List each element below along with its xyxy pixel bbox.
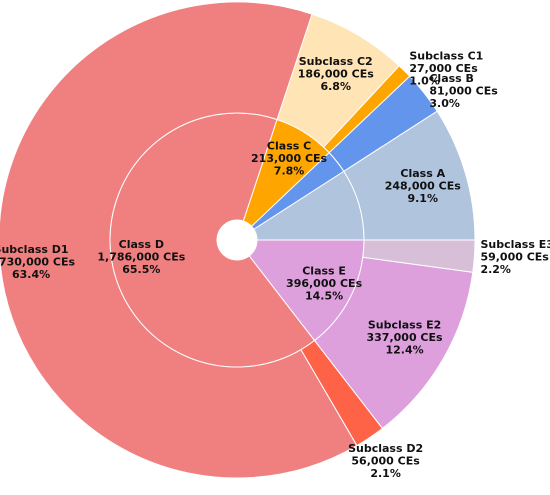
outer-slice-subclass-e3 bbox=[362, 239, 476, 273]
inner-label-class-e: Class E 396,000 CEs 14.5% bbox=[286, 264, 363, 302]
outer-label-subclass-c2: Subclass C2 186,000 CEs 6.8% bbox=[298, 55, 375, 93]
outer-label-subclass-d2: Subclass D2 56,000 CEs 2.1% bbox=[348, 442, 423, 480]
outer-label-subclass-c1: Subclass C1 27,000 CEs 1.0% bbox=[409, 50, 483, 88]
outer-label-subclass-e3: Subclass E3 59,000 CEs 2.2% bbox=[480, 238, 550, 276]
inner-label-class-c: Class C 213,000 CEs 7.8% bbox=[251, 140, 328, 178]
inner-label-class-d: Class D 1,786,000 CEs 65.5% bbox=[97, 238, 185, 276]
chart-slices bbox=[0, 1, 476, 479]
outer-slice-subclass-d1 bbox=[0, 1, 358, 479]
outer-label-class-a: Class A 248,000 CEs 9.1% bbox=[385, 167, 462, 205]
outer-label-class-b: Class B 81,000 CEs 3.0% bbox=[429, 72, 498, 110]
outer-label-subclass-e2: Subclass E2 337,000 CEs 12.4% bbox=[367, 318, 444, 356]
chart-labels: Class C 213,000 CEs 7.8% Class D 1,786,000 C… bbox=[0, 50, 550, 481]
